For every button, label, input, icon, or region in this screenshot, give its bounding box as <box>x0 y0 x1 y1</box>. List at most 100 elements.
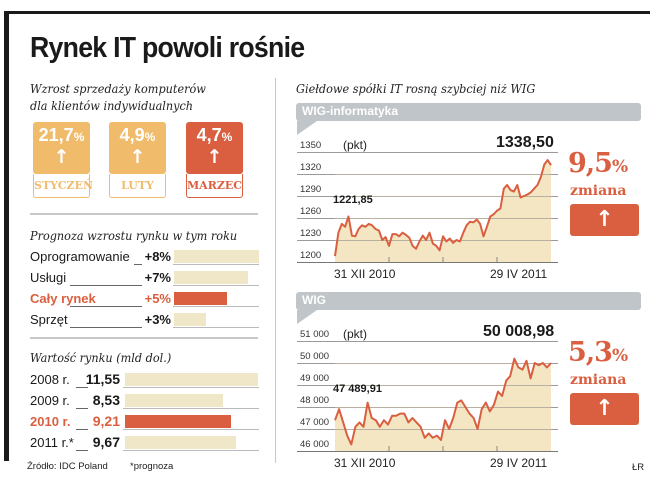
y-tick-label: 50 000 <box>300 351 330 362</box>
forecast-heading: Prognoza wzrostu rynku w tym roku <box>30 228 238 243</box>
percent-unit: % <box>144 130 156 144</box>
leader-line <box>70 327 142 328</box>
month-box: 4,9% ↑ <box>109 122 166 174</box>
y-tick-label: 51 000 <box>300 329 330 340</box>
gridline <box>297 262 558 263</box>
gridline <box>297 218 558 219</box>
gridline <box>297 429 558 430</box>
end-value: 50 008,98 <box>483 323 555 340</box>
leader-line <box>76 408 88 409</box>
stock-heading: Giełdowe spółki IT rosną szybciej niż WI… <box>296 81 536 96</box>
forecast-value: +3% <box>144 312 171 327</box>
forecast-label: Oprogramowanie <box>30 249 130 264</box>
y-tick-label: 46 000 <box>300 439 330 450</box>
start-value: 47 489,91 <box>333 383 382 395</box>
y-tick-label: 1290 <box>300 184 322 195</box>
leader-line <box>70 306 142 307</box>
month-percent: 4,7% <box>187 125 242 146</box>
column-divider <box>275 78 276 463</box>
source-note: Źródło: IDC Poland <box>27 461 108 472</box>
percent-unit: % <box>221 130 233 144</box>
author-credit: ŁR <box>632 462 645 473</box>
market-year-label: 2010 r. <box>30 414 71 429</box>
frame-left-rule <box>4 11 9 461</box>
bar-baseline <box>173 264 259 265</box>
forecast-bar <box>174 271 248 284</box>
arrow-up-icon: ↑ <box>570 393 639 425</box>
market-bar <box>125 436 236 449</box>
bar-baseline <box>123 408 259 409</box>
leader-line <box>70 285 142 286</box>
sales-heading-line2: dla klientów indywidualnych <box>30 98 194 113</box>
y-tick-label: 1260 <box>300 206 322 217</box>
leader-line <box>76 450 88 451</box>
market-year-label: 2009 r. <box>30 393 70 408</box>
month-label: LUTY <box>109 174 166 198</box>
bar-baseline <box>123 387 259 388</box>
gridline <box>297 341 558 342</box>
arrow-up-icon: ↑ <box>206 146 223 168</box>
month-box: 4,7% ↑ <box>186 122 243 174</box>
bar-baseline <box>173 285 259 286</box>
sales-heading-line1: Wzrost sprzedaży komputerów <box>30 81 206 96</box>
percent-unit: % <box>73 130 85 144</box>
divider <box>30 213 258 215</box>
forecast-value: +8% <box>144 249 171 264</box>
unit-label: (pkt) <box>343 327 367 341</box>
change-unit: % <box>611 157 628 177</box>
leader-line <box>76 429 88 430</box>
month-label: STYCZEŃ <box>33 174 93 198</box>
market-value: 11,55 <box>85 371 120 387</box>
market-value: 8,53 <box>92 392 120 408</box>
change-percent: 5,3% <box>568 337 628 368</box>
banner-pointer <box>297 121 317 135</box>
x-label-start: 31 XII 2010 <box>334 456 396 470</box>
frame-top-rule <box>4 11 650 14</box>
arrow-up-icon: ↑ <box>53 146 70 168</box>
percent-value: 4,9 <box>119 125 145 145</box>
divider <box>30 337 258 339</box>
gridline <box>297 174 558 175</box>
leader-line <box>76 387 88 388</box>
market-bar <box>125 415 231 428</box>
change-percent: 9,5% <box>568 148 628 179</box>
chart-banner: WIG-informatyka <box>296 103 641 121</box>
forecast-value: +7% <box>144 270 171 285</box>
forecast-bar <box>174 313 206 326</box>
gridline <box>297 451 558 452</box>
change-label: zmiana <box>570 372 627 388</box>
change-value: 9,5 <box>568 148 613 179</box>
banner-pointer <box>297 310 317 324</box>
chart-banner: WIG <box>296 292 641 310</box>
gridline <box>297 152 558 153</box>
change-value: 5,3 <box>568 337 613 368</box>
footnote: *prognoza <box>130 461 174 472</box>
x-label-end: 29 IV 2011 <box>490 456 548 470</box>
gridline <box>297 363 558 364</box>
change-label: zmiana <box>570 183 627 199</box>
end-value: 1338,50 <box>496 134 554 151</box>
page-title: Rynek IT powoli rośnie <box>30 32 305 64</box>
forecast-label: Usługi <box>30 270 67 285</box>
market-value-heading: Wartość rynku (mld dol.) <box>30 350 172 365</box>
leader-line <box>134 264 142 265</box>
market-value: 9,67 <box>92 434 120 450</box>
start-value: 1221,85 <box>333 194 373 206</box>
y-tick-label: 48 000 <box>300 395 330 406</box>
month-label: MARZEC <box>186 174 243 198</box>
market-value: 9,21 <box>92 413 120 429</box>
percent-value: 4,7 <box>196 125 222 145</box>
y-tick-label: 49 000 <box>300 373 330 384</box>
arrow-up-icon: ↑ <box>570 204 639 236</box>
x-label-start: 31 XII 2010 <box>334 267 396 281</box>
forecast-bar <box>174 292 227 305</box>
percent-value: 21,7 <box>38 125 74 145</box>
market-bar <box>125 373 258 386</box>
y-tick-label: 1320 <box>300 162 322 173</box>
x-label-end: 29 IV 2011 <box>490 267 548 281</box>
market-year-label: 2008 r. <box>30 372 70 387</box>
y-tick-label: 1230 <box>300 228 322 239</box>
arrow-up-icon: ↑ <box>129 146 146 168</box>
bar-baseline <box>123 450 259 451</box>
forecast-bar <box>174 250 259 263</box>
